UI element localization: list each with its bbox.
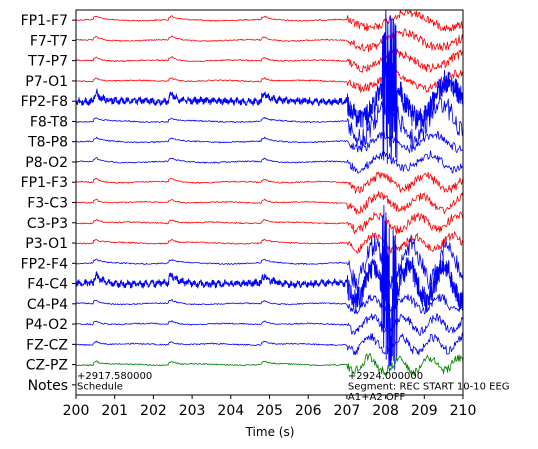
- x-tick-label-206: 206: [295, 403, 322, 419]
- trace-fp2-f4: [76, 235, 463, 291]
- trace-t7-p7: [76, 48, 463, 73]
- channel-label-p3-o1: P3-O1: [25, 236, 68, 252]
- channel-label-fp2-f8: FP2-F8: [21, 94, 68, 110]
- x-tick-label-204: 204: [217, 403, 244, 419]
- channel-label-notes: Notes: [28, 378, 68, 394]
- trace-f3-c3: [76, 190, 463, 215]
- trace-p4-o2: [76, 313, 463, 336]
- y-axis: FP1-F7 F7-T7 T7-P7 P7-O1 FP2-F8 F8-T8 T8-P8 P8-…: [21, 13, 76, 394]
- trace-c3-p3: [76, 211, 463, 235]
- channel-label-f7-t7: F7-T7: [30, 33, 68, 49]
- x-tick-label-201: 201: [101, 403, 128, 419]
- x-tick-label-210: 210: [450, 403, 477, 419]
- channel-label-p8-o2: P8-O2: [25, 155, 68, 171]
- trace-fp1-f3: [76, 171, 463, 194]
- channel-label-f8-t8: F8-T8: [30, 114, 68, 130]
- note-1-line-0: +2924.000000: [348, 371, 423, 382]
- x-tick-label-205: 205: [256, 403, 283, 419]
- x-axis-label: Time (s): [245, 425, 295, 439]
- channel-label-f3-c3: F3-C3: [27, 196, 68, 212]
- eeg-traces: [76, 10, 463, 377]
- trace-p3-o1: [76, 231, 463, 254]
- trace-f8-t8: [76, 93, 463, 149]
- trace-p8-o2: [76, 150, 463, 174]
- x-tick-label-207: 207: [334, 403, 361, 419]
- channel-label-fp1-f3: FP1-F3: [21, 175, 68, 191]
- note-1-line-2: A1+A2 OFF: [348, 392, 406, 403]
- note-1-line-1: Segment: REC START 10-10 EEG: [348, 381, 510, 392]
- channel-label-t7-p7: T7-P7: [27, 54, 68, 70]
- trace-fz-cz: [76, 332, 463, 356]
- x-tick-label-209: 209: [411, 403, 438, 419]
- x-tick-label-202: 202: [140, 403, 167, 419]
- trace-f4-c4: [76, 205, 463, 371]
- x-tick-label-200: 200: [63, 403, 90, 419]
- trace-cz-pz: [76, 352, 463, 377]
- note-0-line-1: Schedule: [77, 381, 123, 392]
- trace-c4-p4: [76, 293, 463, 315]
- plot-frame: [75, 9, 464, 396]
- channel-label-cz-pz: CZ-PZ: [26, 358, 68, 374]
- channel-label-fp1-f7: FP1-F7: [21, 13, 68, 29]
- trace-t8-p8: [76, 131, 463, 154]
- note-0-line-0: +2917.580000: [77, 371, 152, 382]
- x-tick-label-208: 208: [372, 403, 399, 419]
- trace-fp2-f8: [76, 10, 463, 165]
- x-axis: 200 201 202 203 204 205 206 207 208 209 210: [63, 395, 477, 419]
- channel-label-fp2-f4: FP2-F4: [21, 256, 69, 272]
- trace-f7-t7: [76, 28, 463, 53]
- trace-p7-o1: [76, 69, 463, 93]
- channel-label-fz-cz: FZ-CZ: [26, 337, 68, 353]
- channel-label-p7-o1: P7-O1: [25, 74, 68, 90]
- channel-label-t8-p8: T8-P8: [27, 135, 68, 151]
- channel-label-p4-o2: P4-O2: [25, 317, 68, 333]
- channel-label-c4-p4: C4-P4: [27, 297, 68, 313]
- channel-label-f4-c4: F4-C4: [27, 277, 68, 293]
- trace-fp1-f7: [76, 10, 463, 32]
- x-tick-label-203: 203: [179, 403, 206, 419]
- channel-label-c3-p3: C3-P3: [27, 216, 68, 232]
